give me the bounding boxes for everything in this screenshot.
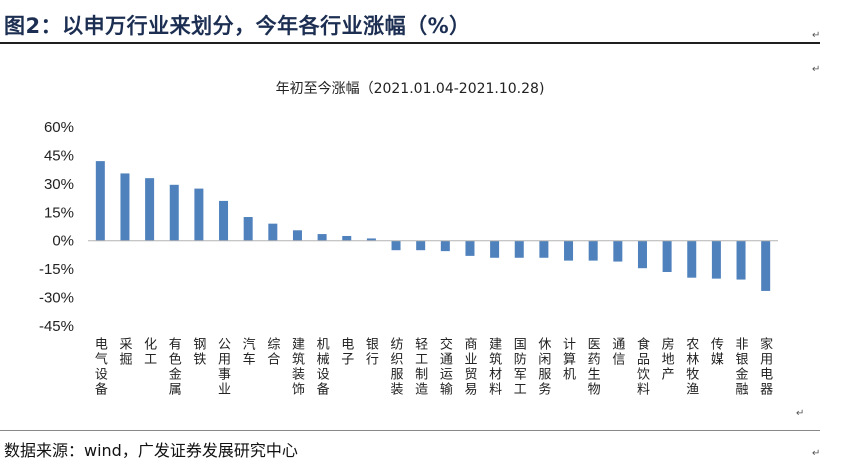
category-label: 建筑材料 [486, 337, 502, 397]
paragraph-mark-icon: ↵ [796, 408, 805, 419]
bar [243, 217, 253, 241]
category-label: 通信 [609, 337, 625, 367]
bar [588, 240, 598, 261]
category-label: 银行 [363, 337, 379, 367]
y-tick-label: 15% [44, 204, 74, 221]
bar [95, 161, 105, 241]
category-label: 有色金属 [166, 337, 182, 397]
bar [564, 240, 574, 261]
category-label: 采掘 [116, 337, 132, 367]
bar [145, 178, 155, 241]
y-tick-label: -30% [39, 290, 74, 307]
bar [416, 240, 426, 251]
bar [761, 240, 771, 291]
bar-chart: 60% 45% 30% 15% 0% -15% -30% -45% 电气设备 采掘 化工 有色金属 钢铁… [39, 119, 778, 397]
y-tick-label: 30% [44, 176, 74, 193]
category-label: 交通运输 [437, 336, 453, 397]
category-label: 钢铁 [190, 337, 206, 367]
bar [613, 240, 623, 262]
bar [687, 240, 697, 278]
category-label: 商业贸易 [461, 337, 477, 397]
category-label: 农林牧渔 [683, 337, 699, 397]
y-tick-label: -15% [39, 261, 74, 278]
category-label: 医药生物 [585, 337, 601, 397]
bar [711, 240, 721, 279]
bar [637, 240, 647, 269]
paragraph-mark-icon: ↵ [812, 64, 821, 75]
figure-footer: 数据来源：wind，广发证券发展研究中心 [0, 430, 820, 461]
bar [169, 184, 179, 241]
y-tick-label: -45% [39, 318, 74, 335]
bar [490, 240, 500, 258]
bar [366, 238, 376, 241]
category-label: 纺织服装 [388, 337, 404, 397]
y-tick-label: 45% [44, 147, 74, 164]
bar [736, 240, 746, 280]
bar [440, 240, 450, 252]
category-label: 食品饮料 [634, 336, 650, 397]
bar [662, 240, 672, 272]
category-label: 房地产 [659, 336, 675, 382]
category-label: 非银金融 [733, 337, 749, 397]
paragraph-mark-icon: ↵ [812, 448, 821, 459]
category-label: 电气设备 [92, 337, 108, 397]
figure-header: 图2：以申万行业来划分，今年各行业涨幅（%） [0, 0, 820, 44]
category-label: 综合 [264, 337, 280, 367]
category-label: 计算机 [560, 337, 576, 382]
bar [342, 235, 352, 241]
bar [391, 240, 401, 251]
bar [317, 234, 327, 241]
y-tick-label: 60% [44, 119, 74, 136]
bar [292, 230, 302, 241]
bar [194, 188, 204, 241]
category-label: 汽车 [240, 337, 256, 367]
category-label: 机械设备 [314, 337, 330, 397]
category-label: 建筑装饰 [289, 337, 305, 397]
bar [120, 173, 130, 241]
bar [219, 200, 229, 241]
bar [465, 240, 475, 256]
paragraph-mark-icon: ↵ [812, 30, 821, 41]
category-label: 传媒 [708, 337, 724, 367]
category-label: 公用事业 [215, 337, 231, 397]
source-note: 数据来源：wind，广发证券发展研究中心 [4, 441, 298, 460]
bar [514, 240, 524, 258]
bar [268, 223, 278, 241]
category-label: 轻工制造 [412, 337, 428, 397]
bar [539, 240, 549, 258]
category-label: 休闲服务 [535, 337, 551, 397]
category-label: 国防军工 [511, 337, 527, 397]
category-label: 电子 [338, 337, 354, 367]
y-tick-label: 0% [52, 233, 74, 250]
chart-title: 年初至今涨幅（2021.01.04-2021.10.28) [275, 81, 545, 97]
category-label: 家用电器 [757, 336, 773, 397]
category-label: 化工 [141, 337, 157, 367]
figure-title: 图2：以申万行业来划分，今年各行业涨幅（%） [4, 14, 471, 38]
